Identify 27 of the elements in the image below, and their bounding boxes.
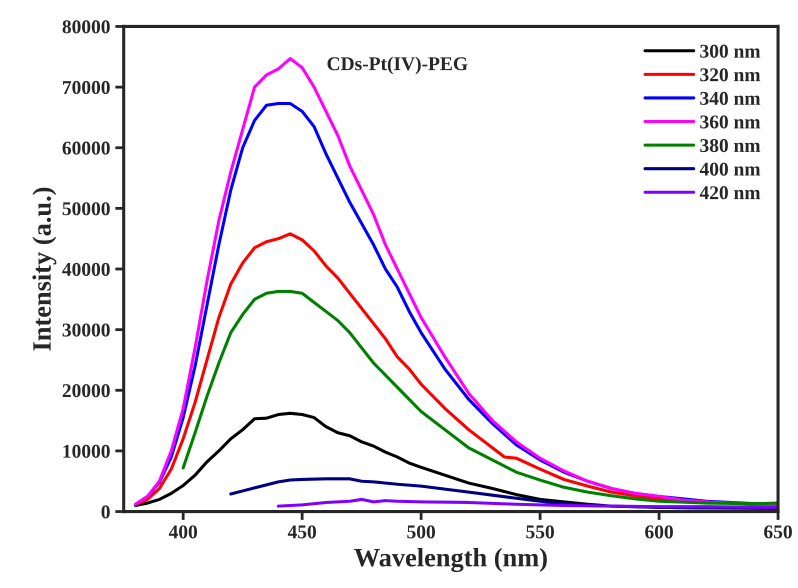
y-tick-label: 10000 [63, 444, 110, 458]
legend-label: 400 nm [700, 162, 760, 176]
line-series [276, 498, 778, 509]
legend-label: 380 nm [700, 138, 760, 152]
y-tick-label: 50000 [62, 202, 110, 216]
x-tick-label: 650 [764, 525, 792, 538]
y-tick-label: 60000 [62, 142, 110, 155]
y-tick-label: 30000 [62, 323, 110, 337]
annotation: CDs-Pt(IV)-PEG [327, 56, 468, 74]
line-series [182, 290, 778, 506]
y-tick-label: 20000 [62, 384, 110, 398]
x-tick-label: 600 [645, 525, 673, 538]
x-tick-label: 450 [288, 525, 316, 538]
x-tick-label: 550 [526, 525, 554, 538]
legend-label: 360 nm [700, 115, 760, 129]
x-axis-title: Wavelength (nm) [354, 548, 547, 572]
legend-label: 340 nm [700, 92, 760, 105]
legend-label: 320 nm [700, 68, 760, 82]
y-axis-title: Intensity (a.u.) [32, 188, 56, 351]
y-tick-label: 80000 [62, 20, 110, 34]
x-tick-label: 400 [168, 525, 198, 538]
y-tick-label: 40000 [62, 262, 110, 276]
legend-label: 300 nm [700, 44, 760, 58]
y-tick-label: 70000 [62, 80, 110, 94]
x-tick-label: 500 [407, 525, 435, 538]
y-tick-label: 0 [102, 505, 110, 518]
legend-label: 420 nm [700, 186, 760, 200]
